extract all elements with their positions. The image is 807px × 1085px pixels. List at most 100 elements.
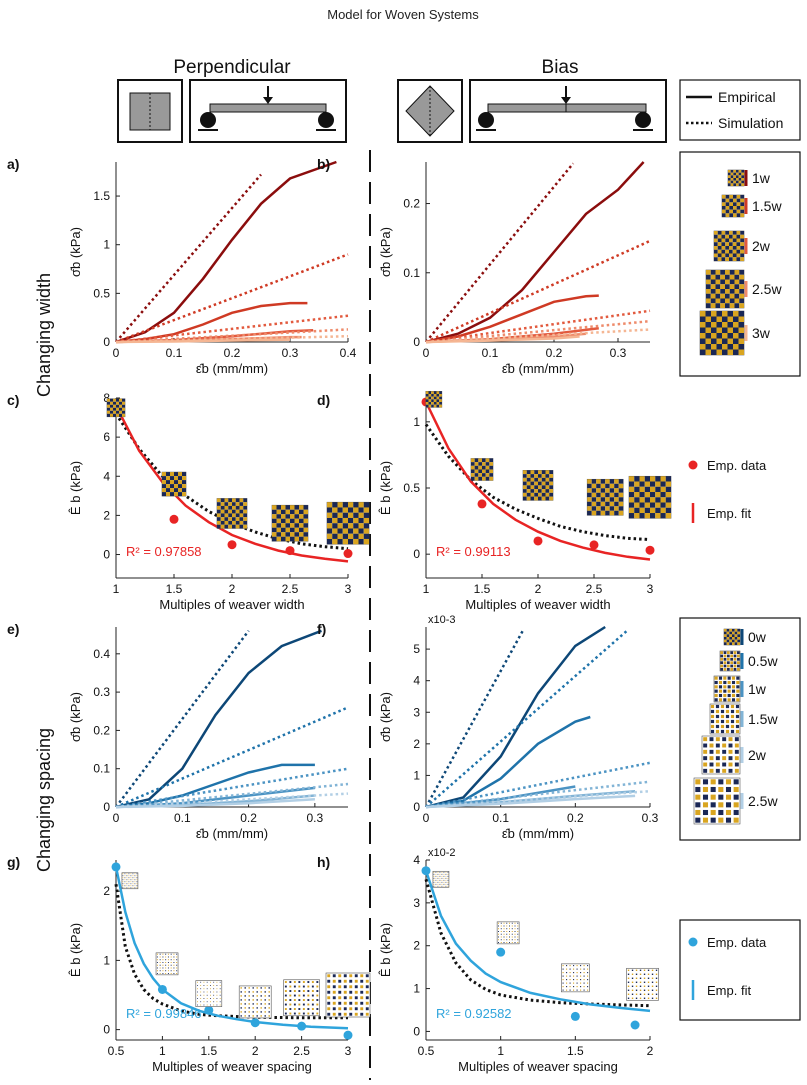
r-squared-label: R² = 0.92582 xyxy=(436,1006,512,1021)
weave-inset-cell xyxy=(650,492,656,498)
weave-inset-cell xyxy=(166,476,170,481)
weave-inset-cell xyxy=(293,981,296,983)
legend-spacing-swatch-cell xyxy=(726,664,730,668)
weave-inset-cell xyxy=(307,1012,310,1015)
legend-width-swatch-cell xyxy=(740,257,744,261)
weave-inset-cell xyxy=(639,973,642,975)
legend-width-swatch-cell xyxy=(733,213,737,217)
weave-inset-cell xyxy=(284,994,287,997)
x-axis-label: Multiples of weaver spacing xyxy=(458,1059,618,1074)
weave-inset-cell xyxy=(174,472,178,477)
weave-inset-cell xyxy=(660,497,666,503)
legend-width-swatch-cell xyxy=(705,344,711,350)
weave-inset-cell xyxy=(596,506,601,511)
weave-inset-cell xyxy=(116,410,119,414)
weave-inset-cell xyxy=(576,965,578,967)
weave-inset-cell xyxy=(217,505,221,510)
weave-inset-cell xyxy=(498,925,499,927)
weave-inset-cell xyxy=(224,513,229,518)
weave-inset-cell xyxy=(609,479,615,484)
weave-inset-cell xyxy=(284,990,287,992)
legend-spacing-swatch xyxy=(719,650,741,672)
weave-inset-cell xyxy=(134,887,136,889)
weave-inset-cell xyxy=(489,476,493,481)
weave-inset-cell xyxy=(162,953,164,955)
weave-inset-cell xyxy=(170,956,172,958)
y-tick-label: 4 xyxy=(413,853,420,867)
weave-inset-cell xyxy=(136,887,138,889)
weave-inset-cell xyxy=(474,458,479,463)
weave-inset-cell xyxy=(276,509,281,515)
weave-inset-cell xyxy=(609,492,615,498)
weave-inset-cell xyxy=(284,1008,287,1010)
axis-exponent: x10-3 xyxy=(428,614,456,626)
legend-width-swatch-cell xyxy=(714,257,718,261)
legend-width-swatch-cell xyxy=(738,175,742,178)
legend-spacing-swatch-cell xyxy=(736,654,740,658)
weave-inset-cell xyxy=(243,513,247,518)
weave-inset-cell xyxy=(332,996,336,1000)
legend-spacing-swatch-cell xyxy=(732,634,735,637)
weave-inset-cell xyxy=(285,514,290,519)
weave-inset-cell xyxy=(365,990,369,994)
weave-inset-cell xyxy=(290,523,295,528)
legend-width-swatch-cell xyxy=(722,316,728,322)
weave-inset xyxy=(155,952,179,976)
weave-inset-cell xyxy=(110,407,113,411)
x-axis-label: ε̂b (mm/mm) xyxy=(502,361,574,376)
weave-inset-cell xyxy=(363,507,369,513)
weave-inset-cell xyxy=(425,393,429,397)
legend-emp-red: Emp. data Emp. fit xyxy=(688,458,767,523)
weave-inset-cell xyxy=(107,407,110,411)
weave-inset-cell xyxy=(643,977,646,979)
weave-inset-cell xyxy=(600,510,606,516)
weave-inset-cell xyxy=(248,1011,250,1013)
weave-inset-cell xyxy=(289,1012,292,1015)
weave-inset-cell xyxy=(349,979,353,983)
weave-inset-cell xyxy=(203,981,205,983)
weave-inset-cell xyxy=(478,476,482,481)
legend-width-swatch-cell xyxy=(727,316,733,322)
weave-inset-cell xyxy=(240,987,242,989)
legend-width-swatch-cell xyxy=(734,284,740,289)
weave-inset-cell xyxy=(182,476,186,481)
weave-inset-cell xyxy=(435,879,437,881)
weave-inset-cell xyxy=(126,883,128,885)
weave-inset-cell xyxy=(256,1011,258,1013)
weave-inset-cell xyxy=(569,965,571,967)
legend-width-swatch-cell xyxy=(711,327,717,333)
weave-inset-cell xyxy=(618,497,624,502)
x-tick-label: 1 xyxy=(159,1044,166,1058)
legend-width-swatch-cell xyxy=(717,257,722,261)
weave-inset-cell xyxy=(156,970,158,972)
weave-inset-cell xyxy=(644,492,650,498)
weave-inset-cell xyxy=(583,968,585,970)
weave-inset xyxy=(283,979,320,1017)
weave-inset-cell xyxy=(128,873,130,875)
legend-spacing-label: 1w xyxy=(748,681,767,697)
legend-width-swatch-cell xyxy=(740,238,744,243)
weave-inset-cell xyxy=(629,476,635,482)
weave-inset-cell xyxy=(354,985,358,989)
weave-inset-cell xyxy=(614,497,619,502)
weave-inset-cell xyxy=(634,497,640,503)
panel-a: 0 0.1 0.2 0.3 0.400.511.5a)ε̂b (mm/mm)σ̂b (k… xyxy=(7,156,357,376)
weave-inset-cell xyxy=(162,972,164,974)
legend-spacing-swatch-cell xyxy=(733,654,737,658)
weave-inset-cell xyxy=(327,533,333,539)
weave-inset-cell xyxy=(566,965,568,967)
weave-inset-cell xyxy=(294,505,299,510)
weave-inset-cell xyxy=(618,488,624,493)
legend-spacing-swatch-cell xyxy=(730,654,734,658)
weave-inset-cell xyxy=(134,875,136,877)
weave-inset-cell xyxy=(433,885,435,887)
weave-inset-cell xyxy=(665,497,671,503)
weave-inset-cell xyxy=(248,1003,250,1005)
weave-inset-cell xyxy=(264,999,266,1001)
legend-spacing-swatch-cell xyxy=(720,664,724,668)
weave-inset-cell xyxy=(248,1007,250,1009)
legend-width-swatch-cell xyxy=(722,209,726,214)
weave-inset-cell xyxy=(485,473,490,477)
weave-inset-cell xyxy=(500,936,502,938)
legend-width-swatch-cell xyxy=(711,344,717,350)
